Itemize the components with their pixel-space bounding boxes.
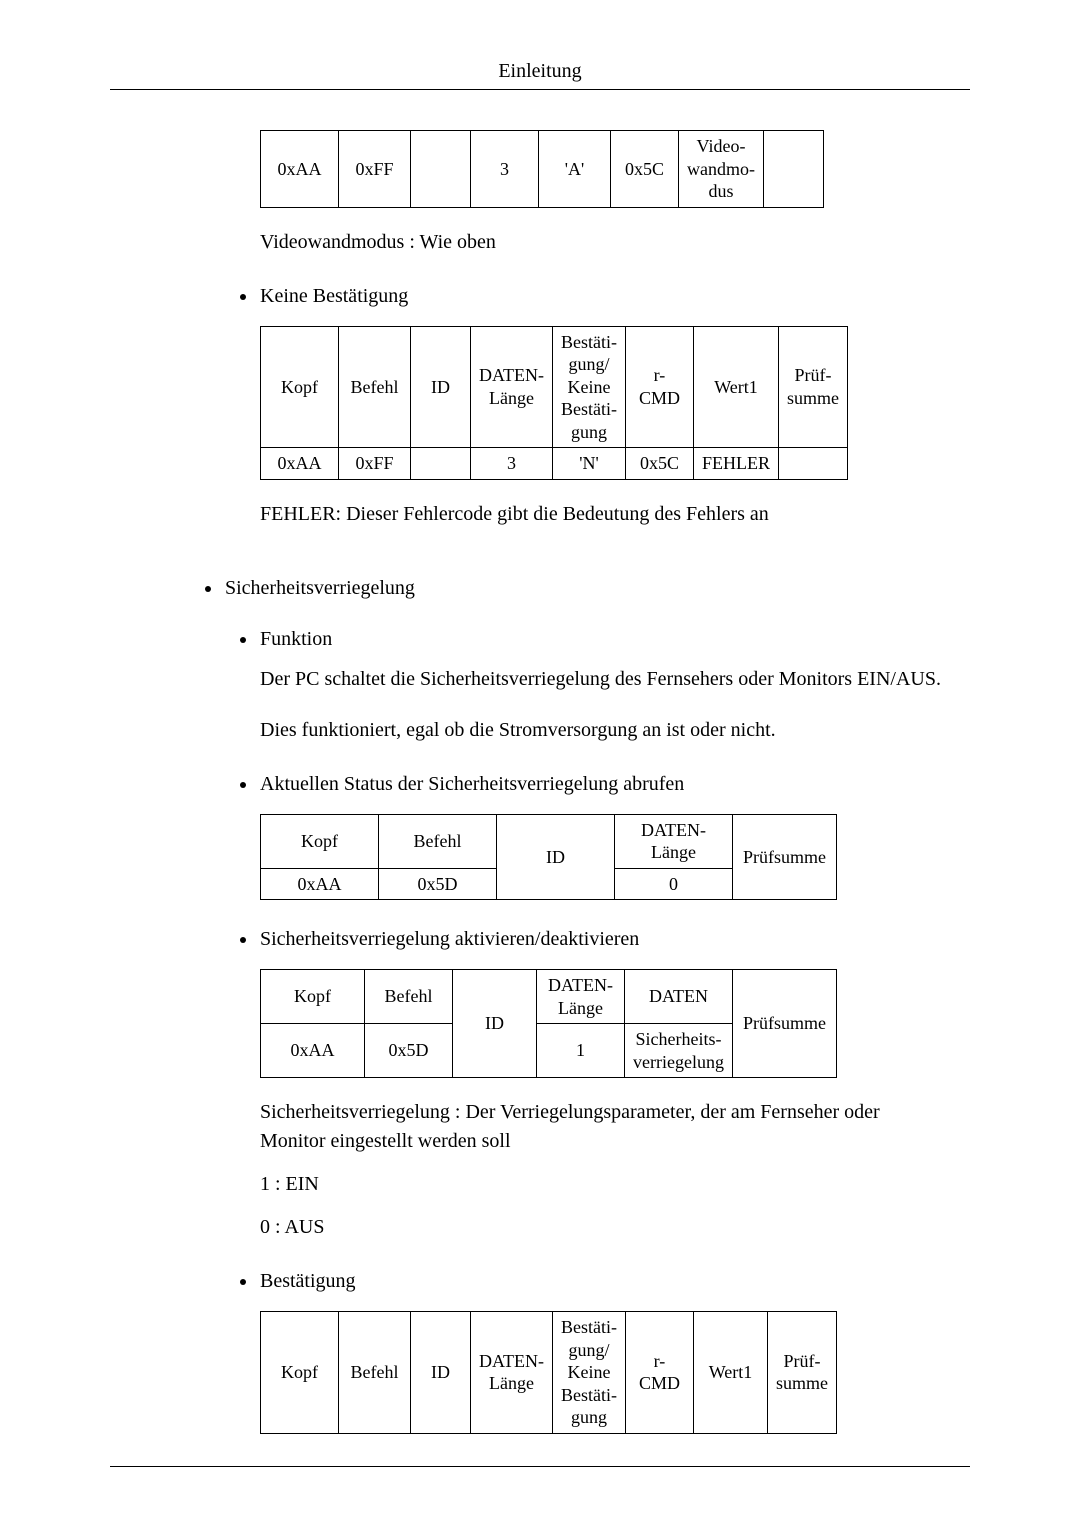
bullet-security: Sicherheitsverriegelung: [205, 577, 970, 600]
table-cell: Prüfsumme: [733, 814, 837, 900]
table-ack: KopfBefehlIDDATEN-LängeBestäti-gung/Kein…: [260, 1311, 837, 1434]
table-cell: ID: [497, 814, 615, 900]
table-cell: 3: [471, 448, 553, 480]
table-cell: ID: [453, 970, 537, 1078]
table-cell: [763, 131, 823, 208]
bullet-get-status: Aktuellen Status der Sicherheitsverriege…: [240, 773, 970, 796]
bullet-icon: [240, 782, 246, 788]
table-top: 0xAA0xFF 3'A'0x5CVideo-wandmo-dus: [260, 130, 824, 208]
table-cell: 1: [537, 1024, 625, 1078]
table-cell: DATEN: [625, 970, 733, 1024]
bullet-label: Aktuellen Status der Sicherheitsverriege…: [260, 773, 684, 796]
funktion-line-2: Dies funktioniert, egal ob die Stromvers…: [260, 716, 970, 745]
table-cell: 0x5D: [365, 1024, 453, 1078]
table-cell: 0xAA: [261, 448, 339, 480]
bullet-set-lock: Sicherheitsverriegelung aktivieren/deakt…: [240, 928, 970, 951]
table-cell: Befehl: [339, 1312, 411, 1434]
table-cell: r-CMD: [626, 1312, 694, 1434]
page: Einleitung 0xAA0xFF3'A'0x5CVideo-wandmo-…: [0, 0, 1080, 1527]
table-cell: r-CMD: [626, 326, 694, 448]
table-cell: 0xAA: [261, 1024, 365, 1078]
bullet-no-ack: Keine Bestätigung: [240, 285, 970, 308]
table-cell: Kopf: [261, 326, 339, 448]
table-get: KopfBefehlIDDATEN-LängePrüfsumme 0xAA0x5D…: [260, 814, 837, 901]
fehler-text: FEHLER: Dieser Fehlercode gibt die Bedeu…: [260, 500, 950, 529]
table-cell: 0xFF: [339, 131, 411, 208]
table-cell: Kopf: [261, 814, 379, 868]
table-cell: Prüf-summe: [768, 1312, 837, 1434]
bullet-icon: [205, 586, 211, 592]
table-cell: Befehl: [339, 326, 411, 448]
table-cell: Wert1: [694, 1312, 768, 1434]
bullet-funktion: Funktion: [240, 628, 970, 651]
table-cell: Bestäti-gung/KeineBestäti-gung: [553, 326, 626, 448]
table-cell: 0xAA: [261, 868, 379, 900]
table-cell: [411, 131, 471, 208]
bullet-label: Funktion: [260, 628, 332, 651]
table-cell: Befehl: [365, 970, 453, 1024]
table-cell: 'N': [553, 448, 626, 480]
table-cell: DATEN-Länge: [615, 814, 733, 868]
table-cell: Sicherheits-verriegelung: [625, 1024, 733, 1078]
table-cell: 0: [615, 868, 733, 900]
table-cell: 0x5C: [626, 448, 694, 480]
table-cell: ID: [411, 326, 471, 448]
bullet-icon: [240, 937, 246, 943]
table-cell: Prüf-summe: [779, 326, 848, 448]
table-cell: DATEN-Länge: [471, 1312, 553, 1434]
table-cell: 0x5C: [611, 131, 679, 208]
table-nak: KopfBefehlIDDATEN-LängeBestäti-gung/Kein…: [260, 326, 848, 480]
table-cell: Kopf: [261, 970, 365, 1024]
table-cell: 3: [471, 131, 539, 208]
bullet-label: Bestätigung: [260, 1270, 356, 1293]
set-off: 0 : AUS: [260, 1213, 950, 1242]
table-cell: Prüfsumme: [733, 970, 837, 1078]
bullet-ack: Bestätigung: [240, 1270, 970, 1293]
table-cell: Kopf: [261, 1312, 339, 1434]
set-desc: Sicherheitsverriegelung : Der Verriegelu…: [260, 1098, 950, 1156]
table-cell: 0xAA: [261, 131, 339, 208]
caption-top: Videowandmodus : Wie oben: [260, 228, 950, 257]
bullet-label: Sicherheitsverriegelung aktivieren/deakt…: [260, 928, 639, 951]
table-set: KopfBefehlIDDATEN-LängeDATENPrüfsumme 0xA…: [260, 969, 837, 1078]
table-cell: Bestäti-gung/KeineBestäti-gung: [553, 1312, 626, 1434]
footer-rule: [110, 1466, 970, 1467]
funktion-line-1: Der PC schaltet die Sicherheitsverriegel…: [260, 665, 970, 694]
table-cell: 'A': [539, 131, 611, 208]
bullet-icon: [240, 637, 246, 643]
table-cell: Befehl: [379, 814, 497, 868]
set-on: 1 : EIN: [260, 1170, 950, 1199]
bullet-label: Keine Bestätigung: [260, 285, 408, 308]
table-cell: [411, 448, 471, 480]
page-title: Einleitung: [110, 60, 970, 90]
bullet-label: Sicherheitsverriegelung: [225, 577, 415, 600]
bullet-icon: [240, 1279, 246, 1285]
bullet-icon: [240, 294, 246, 300]
table-cell: Video-wandmo-dus: [679, 131, 764, 208]
table-cell: DATEN-Länge: [471, 326, 553, 448]
table-cell: ID: [411, 1312, 471, 1434]
table-cell: Wert1: [694, 326, 779, 448]
table-cell: [779, 448, 848, 480]
table-cell: 0xFF: [339, 448, 411, 480]
table-cell: 0x5D: [379, 868, 497, 900]
table-cell: FEHLER: [694, 448, 779, 480]
table-cell: DATEN-Länge: [537, 970, 625, 1024]
